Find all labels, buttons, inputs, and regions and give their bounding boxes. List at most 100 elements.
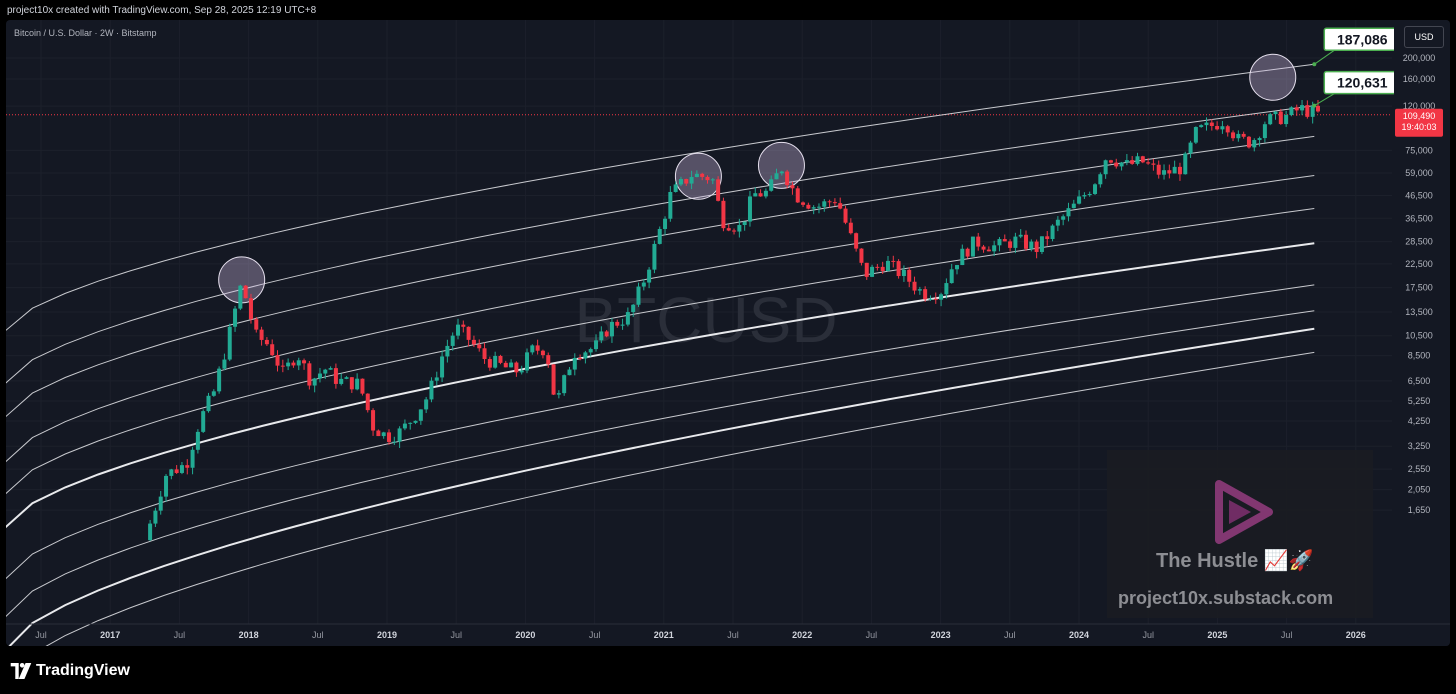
candle-body (217, 368, 222, 392)
y-tick-label: 28,500 (1405, 237, 1433, 247)
candle-body (1273, 111, 1278, 115)
tradingview-name: TradingView (36, 662, 130, 679)
candle-body (445, 345, 450, 357)
candle-body (1188, 142, 1193, 154)
candle-body (594, 340, 599, 350)
candle-body (1289, 107, 1294, 115)
y-tick-label: 1,650 (1408, 505, 1431, 515)
candle-body (1257, 138, 1262, 141)
symbol-info: Bitcoin / U.S. Dollar · 2W · Bitstamp (14, 28, 157, 38)
candle-body (190, 449, 195, 468)
last-price-value: 109,490 (1403, 111, 1436, 121)
candle-body (806, 204, 811, 209)
candle-body (1124, 160, 1129, 163)
candle-body (1215, 125, 1220, 130)
candle-body (933, 298, 938, 300)
chart-area[interactable]: BTCUSD 187,086 120,631 200,000 160,000 120,… (6, 20, 1450, 646)
candle-body (275, 355, 280, 366)
candle-body (1002, 239, 1007, 242)
candle-body (1008, 241, 1013, 248)
x-tick-label: Jul (866, 630, 878, 640)
candle-body (211, 391, 216, 396)
candle-body (631, 304, 636, 313)
candle-body (657, 228, 662, 244)
candle-body (158, 496, 163, 511)
candle-body (493, 355, 498, 368)
candle-body (689, 177, 694, 184)
candle-body (238, 285, 243, 309)
candle-body (641, 282, 646, 287)
highlight-circles (218, 53, 1297, 304)
tradingview-branding[interactable]: TradingView (10, 660, 130, 682)
candle-body (965, 248, 970, 257)
candle-body (424, 399, 429, 410)
candle-body (386, 432, 391, 442)
candle-body (344, 377, 349, 379)
x-tick-label: 2023 (931, 630, 951, 640)
candle-body (1029, 241, 1034, 249)
candle-body (1204, 122, 1209, 126)
regression-band-line (6, 208, 1315, 495)
candle-body (572, 357, 577, 370)
candle-body (737, 225, 742, 232)
candle-body (578, 357, 583, 359)
candle-body (1140, 156, 1145, 163)
candle-body (779, 171, 784, 174)
candle-body (1268, 114, 1273, 125)
candle-body (816, 206, 821, 208)
candle-body (1241, 133, 1246, 137)
candle-body (179, 465, 184, 473)
candle-body (1315, 105, 1320, 112)
candle-body (402, 423, 407, 429)
y-tick-label: 3,250 (1408, 441, 1431, 451)
y-tick-label: 4,250 (1408, 416, 1431, 426)
candle-body (1294, 107, 1299, 111)
candle-body (726, 228, 731, 231)
x-tick-label: Jul (312, 630, 324, 640)
candle-body (471, 339, 476, 345)
candle-body (684, 179, 689, 184)
candle-body (986, 249, 991, 252)
candle-body (981, 246, 986, 250)
callout-anchor (1312, 62, 1317, 67)
candle-body (264, 339, 269, 345)
tradingview-logo-icon (10, 663, 32, 679)
candle-body (1177, 166, 1182, 175)
y-tick-label: 17,500 (1405, 283, 1433, 293)
candle-body (503, 362, 508, 368)
currency-button[interactable]: USD (1404, 26, 1444, 48)
candle-body (976, 236, 981, 247)
candle-body (604, 331, 609, 337)
x-tick-label: 2017 (100, 630, 120, 640)
x-tick-label: Jul (174, 630, 186, 640)
candle-body (1246, 136, 1251, 148)
candle-body (371, 410, 376, 431)
candle-body (498, 355, 503, 363)
x-tick-label: 2026 (1346, 630, 1366, 640)
candle-body (769, 179, 774, 191)
candle-body (742, 221, 747, 226)
regression-bands (6, 63, 1315, 646)
candle-body (164, 475, 169, 497)
candle-body (148, 523, 153, 541)
candle-body (1103, 160, 1108, 175)
y-axis: 200,000 160,000 120,000 75,000 59,000 46,500 3… (1403, 53, 1436, 515)
candle-body (732, 230, 737, 232)
y-tick-label: 46,500 (1405, 190, 1433, 200)
candle-body (562, 375, 567, 394)
candle-body (270, 344, 275, 356)
x-tick-label: Jul (727, 630, 739, 640)
candle-body (381, 432, 386, 437)
candle-body (636, 286, 641, 305)
candle-body (1071, 203, 1076, 209)
candle-body (535, 345, 540, 351)
callout-leader (1313, 49, 1335, 65)
x-tick-label: Jul (1142, 630, 1154, 640)
candle-body (615, 321, 620, 326)
candle-body (302, 360, 307, 364)
candle-body (248, 298, 253, 320)
candle-body (716, 179, 721, 201)
candle-body (753, 193, 758, 197)
candle-body (1034, 241, 1039, 252)
